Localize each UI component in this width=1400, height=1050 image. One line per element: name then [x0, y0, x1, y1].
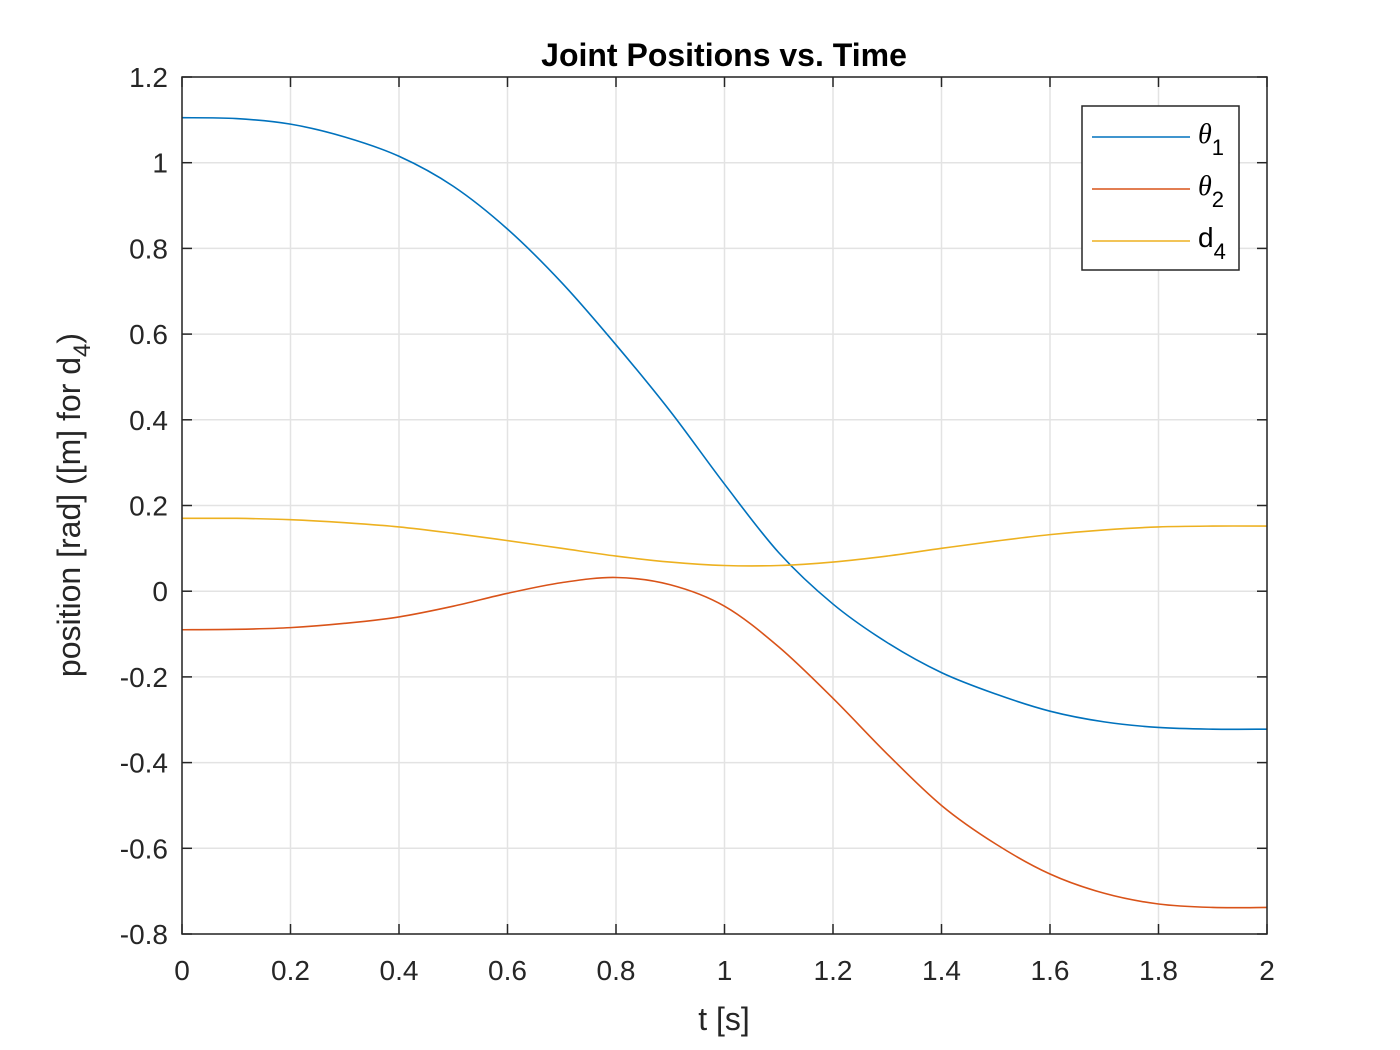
y-axis-label-subscript: 4 [69, 344, 96, 357]
series-line-2-1 [181, 576, 1268, 909]
x-tick-label: 1.8 [1139, 955, 1178, 986]
y-tick-label: 1 [152, 148, 168, 179]
x-tick-label: 0.2 [271, 955, 310, 986]
y-tick-label: -0.8 [120, 919, 168, 950]
y-axis-label-close: ) [51, 333, 87, 344]
series-lines [181, 116, 1268, 909]
y-tick-label: -0.2 [120, 662, 168, 693]
legend-entry-name: θ [1198, 171, 1212, 202]
legend-entry-label: d4 [1198, 222, 1226, 264]
x-tick-label: 0.8 [597, 955, 636, 986]
x-tick-label: 0 [174, 955, 190, 986]
legend-entry-name: d [1198, 222, 1214, 253]
y-tick-label: -0.6 [120, 833, 168, 864]
x-tick-label: 1.4 [922, 955, 961, 986]
chart-title: Joint Positions vs. Time [541, 37, 907, 73]
y-axis-label-main: position [rad] ([m] for d [51, 357, 87, 677]
x-tick-label: 1.2 [814, 955, 853, 986]
x-axis-label: t [s] [698, 1001, 750, 1037]
y-axis-label: position [rad] ([m] for d4) [51, 333, 96, 677]
y-tick-label: -0.4 [120, 748, 168, 779]
y-tick-label: 0.6 [129, 319, 168, 350]
y-tick-label: 1.2 [129, 62, 168, 93]
legend-entry-subscript: 1 [1212, 135, 1224, 160]
x-tick-label: 0.6 [488, 955, 527, 986]
series-line-4-2 [181, 517, 1268, 567]
y-tick-label: 0 [152, 576, 168, 607]
x-tick-label: 2 [1259, 955, 1275, 986]
legend-entry-label: θ1 [1198, 119, 1224, 160]
legend-entry-name: θ [1198, 119, 1212, 150]
legend-entry-subscript: 2 [1212, 187, 1224, 212]
tick-labels: 0 0.2 0.4 0.6 0.8 1 1.2 1.4 1.6 1.8 2 -0.8 -0.6 -0.4 -… [120, 62, 1275, 986]
y-tick-label: 0.2 [129, 491, 168, 522]
x-tick-label: 0.4 [380, 955, 419, 986]
y-tick-label: 0.4 [129, 405, 168, 436]
ticks [181, 76, 1268, 935]
legend-entry-subscript: 4 [1214, 239, 1226, 264]
x-tick-label: 1.6 [1031, 955, 1070, 986]
series-line-1-0 [181, 116, 1268, 731]
legend-box [1081, 105, 1240, 271]
legend-entry-label: θ2 [1198, 171, 1224, 212]
x-tick-label: 1 [717, 955, 733, 986]
y-tick-label: 0.8 [129, 233, 168, 264]
